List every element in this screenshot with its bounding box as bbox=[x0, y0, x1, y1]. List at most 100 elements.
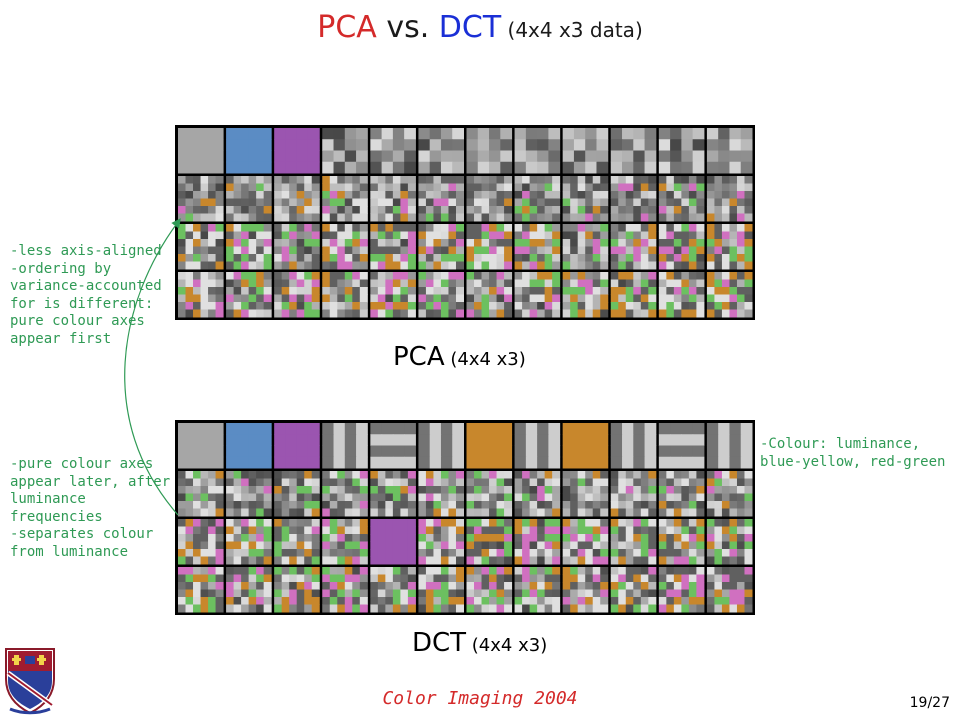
basis-patch bbox=[178, 567, 224, 613]
basis-patch bbox=[370, 224, 416, 270]
basis-patch bbox=[610, 423, 657, 469]
basis-patch bbox=[658, 272, 705, 318]
basis-patch bbox=[610, 128, 657, 174]
basis-patch bbox=[178, 272, 224, 318]
basis-patch bbox=[706, 423, 753, 469]
basis-patch bbox=[466, 224, 513, 270]
basis-patch bbox=[226, 567, 272, 613]
basis-patch bbox=[322, 567, 368, 613]
basis-patch bbox=[466, 176, 513, 222]
basis-patch bbox=[562, 567, 609, 613]
basis-patch bbox=[610, 272, 657, 318]
basis-patch bbox=[226, 423, 272, 469]
basis-patch bbox=[274, 128, 320, 174]
basis-patch bbox=[274, 272, 320, 318]
basis-patch bbox=[274, 471, 320, 517]
basis-patch bbox=[562, 128, 609, 174]
basis-patch bbox=[706, 272, 753, 318]
basis-patch bbox=[418, 519, 464, 565]
basis-patch bbox=[370, 567, 416, 613]
pca-basis-grid bbox=[175, 125, 755, 320]
basis-patch bbox=[370, 471, 416, 517]
page-number: 19/27 bbox=[909, 695, 950, 711]
footer-text: Color Imaging 2004 bbox=[382, 688, 578, 709]
dct-caption-sub: (4x4 x3) bbox=[466, 635, 548, 656]
title-dct: DCT bbox=[438, 10, 502, 45]
basis-patch bbox=[514, 176, 561, 222]
university-crest-logo bbox=[5, 648, 55, 715]
basis-patch bbox=[514, 128, 561, 174]
dct-caption-main: DCT bbox=[412, 628, 467, 658]
basis-patch bbox=[514, 519, 561, 565]
basis-patch bbox=[466, 272, 513, 318]
basis-patch bbox=[466, 567, 513, 613]
basis-patch bbox=[466, 128, 513, 174]
basis-patch bbox=[706, 567, 753, 613]
basis-patch bbox=[418, 176, 464, 222]
colour-note: -Colour: luminance, blue-yellow, red-gre… bbox=[760, 436, 946, 470]
basis-patch bbox=[226, 272, 272, 318]
basis-patch bbox=[658, 176, 705, 222]
basis-patch bbox=[514, 567, 561, 613]
basis-patch bbox=[562, 519, 609, 565]
basis-patch bbox=[418, 423, 464, 469]
basis-patch bbox=[322, 272, 368, 318]
basis-patch bbox=[418, 128, 464, 174]
title-subtitle: (4x4 x3 data) bbox=[501, 18, 643, 42]
slide-title: PCA vs. DCT (4x4 x3 data) bbox=[0, 10, 960, 45]
basis-patch bbox=[562, 272, 609, 318]
basis-patch bbox=[370, 128, 416, 174]
basis-patch bbox=[562, 224, 609, 270]
dct-note: -pure colour axes appear later, after lu… bbox=[10, 456, 171, 560]
basis-patch bbox=[418, 471, 464, 517]
basis-patch bbox=[322, 224, 368, 270]
basis-patch bbox=[658, 128, 705, 174]
pca-note: -less axis-aligned -ordering by variance… bbox=[10, 243, 162, 347]
basis-patch bbox=[226, 224, 272, 270]
basis-patch bbox=[706, 519, 753, 565]
basis-patch bbox=[706, 471, 753, 517]
basis-patch bbox=[658, 519, 705, 565]
pca-caption-sub: (4x4 x3) bbox=[444, 349, 526, 370]
basis-patch bbox=[706, 176, 753, 222]
dct-basis-grid bbox=[175, 420, 755, 615]
basis-patch bbox=[226, 128, 272, 174]
basis-patch bbox=[610, 519, 657, 565]
basis-patch bbox=[370, 519, 416, 565]
basis-patch bbox=[706, 224, 753, 270]
pca-caption-main: PCA bbox=[393, 342, 445, 372]
basis-patch bbox=[658, 423, 705, 469]
basis-patch bbox=[370, 423, 416, 469]
basis-patch bbox=[658, 567, 705, 613]
basis-patch bbox=[178, 471, 224, 517]
basis-patch bbox=[658, 224, 705, 270]
basis-patch bbox=[226, 519, 272, 565]
basis-patch bbox=[274, 176, 320, 222]
basis-patch bbox=[322, 176, 368, 222]
basis-patch bbox=[418, 224, 464, 270]
basis-patch bbox=[610, 567, 657, 613]
basis-patch bbox=[178, 176, 224, 222]
basis-patch bbox=[274, 423, 320, 469]
basis-patch bbox=[226, 176, 272, 222]
title-pca: PCA bbox=[317, 10, 377, 45]
basis-patch bbox=[418, 567, 464, 613]
basis-patch bbox=[322, 519, 368, 565]
title-vs: vs. bbox=[376, 10, 439, 45]
basis-patch bbox=[562, 423, 609, 469]
basis-patch bbox=[466, 423, 513, 469]
basis-patch bbox=[466, 471, 513, 517]
pca-caption: PCA (4x4 x3) bbox=[393, 342, 526, 372]
basis-patch bbox=[610, 224, 657, 270]
basis-patch bbox=[322, 128, 368, 174]
basis-patch bbox=[418, 272, 464, 318]
basis-patch bbox=[466, 519, 513, 565]
basis-patch bbox=[610, 176, 657, 222]
basis-patch bbox=[514, 272, 561, 318]
basis-patch bbox=[274, 567, 320, 613]
basis-patch bbox=[274, 519, 320, 565]
basis-patch bbox=[226, 471, 272, 517]
basis-patch bbox=[178, 423, 224, 469]
basis-patch bbox=[706, 128, 753, 174]
